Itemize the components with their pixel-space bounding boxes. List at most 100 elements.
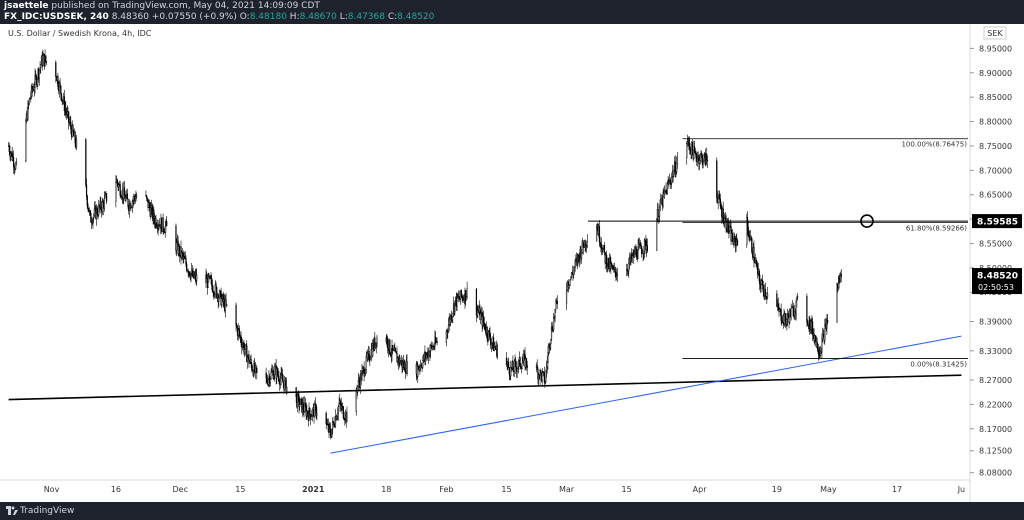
price-chart[interactable]: U.S. Dollar / Swedish Krona, 4h, IDC SEK… — [0, 24, 1024, 502]
candle-body — [554, 309, 556, 318]
candle-body — [601, 244, 603, 250]
candle-body — [508, 367, 510, 375]
candle-body — [545, 366, 548, 372]
candle-body — [539, 370, 541, 379]
candle-body — [333, 422, 335, 427]
open-value: 8.48180 — [249, 12, 287, 22]
candle-body — [267, 379, 269, 385]
symbol-label[interactable]: FX_IDC:USDSEK, 240 — [4, 12, 109, 22]
candle-body — [795, 300, 797, 314]
candle-body — [573, 269, 575, 276]
candle-body — [271, 371, 273, 373]
time-axis[interactable]: Nov 16 Dec 15 2021 18 Feb 15 Mar 15 Apr 19 May 17 Ju — [44, 485, 965, 494]
candle-body — [213, 291, 215, 296]
candle-body — [550, 338, 552, 345]
candle-body — [277, 374, 279, 377]
candle-body — [274, 366, 276, 375]
candle-body — [488, 330, 490, 333]
candle-body — [628, 263, 630, 271]
candle-body — [336, 416, 338, 421]
candle-body — [146, 197, 148, 200]
candle-body — [225, 299, 227, 306]
candle-body — [218, 297, 220, 302]
candle-body — [362, 368, 364, 371]
low-value: 8.47368 — [347, 12, 385, 22]
x-tick-label: 15 — [622, 485, 632, 494]
candle-body — [182, 254, 184, 258]
x-tick-label: Ju — [957, 485, 965, 494]
candle-body — [246, 345, 248, 363]
y-tick-label: 8.65000 — [979, 191, 1012, 200]
candle-body — [735, 238, 737, 247]
candle-body — [614, 267, 616, 273]
candle-body — [552, 329, 554, 331]
candle-body — [822, 333, 824, 340]
last-price-text: 8.48520 — [977, 272, 1018, 282]
candle-body — [369, 357, 372, 360]
y-tick-label: 8.75000 — [979, 142, 1012, 151]
candle-body — [183, 256, 186, 259]
candle-body — [631, 255, 633, 260]
candle-body — [155, 218, 157, 227]
candle-body — [417, 365, 419, 377]
candle-body — [826, 320, 828, 329]
candle-body — [706, 154, 708, 161]
blue-trendline — [330, 335, 962, 454]
candle-body — [244, 344, 246, 350]
candle-body — [310, 416, 312, 420]
candle-body — [537, 369, 539, 380]
candle-body — [555, 300, 557, 310]
candle-body — [45, 55, 47, 62]
candle-body — [248, 354, 250, 364]
candle-body — [332, 421, 334, 423]
candle-body — [753, 247, 755, 262]
candle-body — [146, 195, 148, 199]
candle-body — [72, 125, 74, 133]
candle-body — [490, 343, 493, 346]
tradingview-logo-icon[interactable] — [6, 506, 18, 515]
candle-body — [153, 209, 155, 219]
author-name[interactable]: jsaettele — [4, 1, 49, 11]
candle-body — [90, 222, 93, 224]
candle-body — [278, 376, 280, 382]
candle-body — [491, 342, 493, 344]
candle-body — [175, 225, 177, 251]
candle-body — [193, 275, 196, 279]
candle-body — [38, 69, 40, 79]
candle-body — [166, 220, 168, 227]
candle-body — [60, 85, 62, 94]
chart-area[interactable]: U.S. Dollar / Swedish Krona, 4h, IDC SEK… — [0, 24, 1024, 502]
candle-body — [164, 226, 166, 233]
currency-label[interactable]: SEK — [987, 29, 1003, 38]
candle-body — [543, 371, 545, 383]
candle-body — [181, 251, 184, 255]
candle-body — [176, 242, 178, 251]
candle-body — [836, 283, 838, 323]
candle-body — [65, 107, 67, 112]
candle-body — [281, 372, 283, 377]
candle-body — [369, 359, 371, 361]
candle-body — [148, 202, 151, 208]
candle-body — [395, 351, 397, 354]
candle-body — [445, 330, 447, 343]
candle-body — [465, 296, 468, 301]
candle-body — [239, 330, 241, 336]
candle-body — [595, 226, 598, 242]
candle-body — [446, 330, 448, 333]
candle-body — [90, 213, 92, 223]
x-tick-label: Apr — [693, 485, 708, 494]
currency-box[interactable] — [983, 26, 1007, 40]
candle-body — [314, 403, 316, 418]
candle-body — [284, 380, 286, 390]
candle-body — [241, 344, 244, 348]
open-label: O: — [239, 12, 250, 22]
x-tick-label: 19 — [772, 485, 782, 494]
candle-body — [480, 313, 482, 320]
candle-body — [663, 190, 666, 194]
brand-name[interactable]: TradingView — [20, 506, 75, 516]
candle-body — [219, 290, 221, 298]
candle-body — [549, 343, 551, 348]
candle-body — [556, 301, 558, 305]
candle-body — [27, 103, 29, 120]
